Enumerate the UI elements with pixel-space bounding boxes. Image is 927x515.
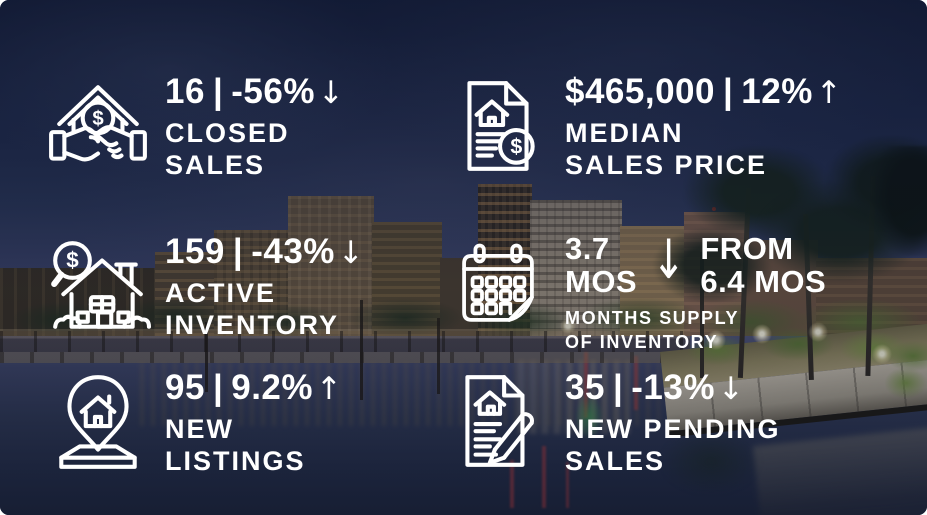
stat-headline: 16 | -56%↓ [165, 74, 344, 109]
current-months: 3.7 MOS [565, 232, 637, 298]
stat-headline: 35 | -13%↓ [565, 370, 781, 405]
stat-label-line: ACTIVE [165, 278, 277, 308]
stat-median-sales-price: $ $465,000 | 12%↑ MEDIAN SALES PRICE [444, 70, 917, 222]
stat-active-inventory: $ 159 | -43%↓ ACTIVE INVENTORY [44, 230, 444, 356]
up-arrow-icon: ↑ [815, 75, 843, 111]
stat-label-line: MEDIAN [565, 118, 684, 148]
stat-headline: 95 | 9.2%↑ [165, 370, 343, 405]
stat-label-line: LISTINGS [165, 445, 306, 476]
stat-label: CLOSED SALES [165, 118, 344, 181]
stat-label: NEW PENDING SALES [565, 414, 781, 477]
stat-divider: | [612, 368, 624, 407]
dollar-glyph: $ [92, 108, 104, 130]
stat-value: 159 [165, 232, 225, 271]
house-handshake-icon: $ [44, 70, 152, 182]
stat-value: 95 [165, 368, 205, 407]
stat-divider: | [212, 368, 224, 407]
prior-value: 6.4 MOS [700, 264, 827, 300]
stat-text: $465,000 | 12%↑ MEDIAN SALES PRICE [565, 70, 842, 181]
stat-label: MEDIAN SALES PRICE [565, 118, 842, 181]
stat-label: NEW LISTINGS [165, 414, 343, 477]
stat-divider: | [722, 72, 734, 111]
stat-change: 12% [741, 72, 813, 111]
stat-label-line: OF INVENTORY [565, 331, 719, 352]
stat-headline: 3.7 MOS ↓ FROM 6.4 MOS [565, 232, 826, 298]
down-arrow-icon: ↓ [317, 75, 345, 111]
stat-change: -13% [631, 368, 715, 407]
stat-label-line: CLOSED [165, 118, 290, 148]
stat-value: 35 [565, 368, 605, 407]
stat-new-pending-sales: 35 | -13%↓ NEW PENDING SALES [444, 366, 917, 491]
stat-label-line: MONTHS SUPPLY [565, 308, 740, 329]
stat-headline: 159 | -43%↓ [165, 234, 364, 269]
stat-new-listings: 95 | 9.2%↑ NEW LISTINGS [44, 366, 444, 491]
dollar-glyph: $ [66, 248, 79, 273]
stat-value: 16 [165, 72, 205, 111]
from-word: FROM [700, 231, 794, 266]
stat-text: 16 | -56%↓ CLOSED SALES [165, 70, 344, 181]
stat-change: -43% [251, 232, 335, 271]
house-location-pin-icon [44, 366, 152, 478]
stat-months-supply: 3.7 MOS ↓ FROM 6.4 MOS MONTHS SUPPLY OF … [444, 230, 917, 356]
stat-label: ACTIVE INVENTORY [165, 278, 364, 341]
stat-change: -56% [231, 72, 315, 111]
stat-label-line: SALES PRICE [565, 149, 768, 180]
down-arrow-icon: ↓ [651, 228, 686, 291]
stat-text: 159 | -43%↓ ACTIVE INVENTORY [165, 230, 364, 341]
stat-divider: | [232, 232, 244, 271]
stat-value: 3.7 [565, 231, 610, 266]
prior-months: FROM 6.4 MOS [700, 232, 826, 298]
up-arrow-icon: ↑ [316, 371, 343, 407]
stat-divider: | [212, 72, 224, 111]
stat-label: MONTHS SUPPLY OF INVENTORY [565, 307, 826, 354]
document-house-dollar-icon: $ [444, 70, 552, 182]
stat-label-line: NEW [165, 414, 234, 444]
stat-value: $465,000 [565, 72, 715, 111]
document-pen-icon [444, 366, 552, 478]
stat-text: 35 | -13%↓ NEW PENDING SALES [565, 366, 781, 477]
calendar-icon [444, 230, 552, 338]
stat-text: 95 | 9.2%↑ NEW LISTINGS [165, 366, 343, 477]
stat-unit: MOS [565, 264, 638, 300]
stat-label-line: SALES [565, 445, 666, 476]
dollar-glyph: $ [510, 135, 522, 159]
down-arrow-icon: ↓ [337, 235, 365, 271]
stat-label-line: NEW PENDING [565, 414, 781, 444]
stat-label-line: INVENTORY [165, 309, 340, 340]
down-arrow-icon: ↓ [717, 371, 745, 407]
stat-change: 9.2% [231, 368, 314, 407]
stat-text: 3.7 MOS ↓ FROM 6.4 MOS MONTHS SUPPLY OF … [565, 230, 826, 354]
stat-headline: $465,000 | 12%↑ [565, 74, 842, 109]
stat-closed-sales: $ 16 | -56%↓ CLOSED SALES [44, 70, 444, 222]
stat-label-line: SALES [165, 149, 266, 180]
house-magnifier-dollar-icon: $ [44, 230, 152, 342]
